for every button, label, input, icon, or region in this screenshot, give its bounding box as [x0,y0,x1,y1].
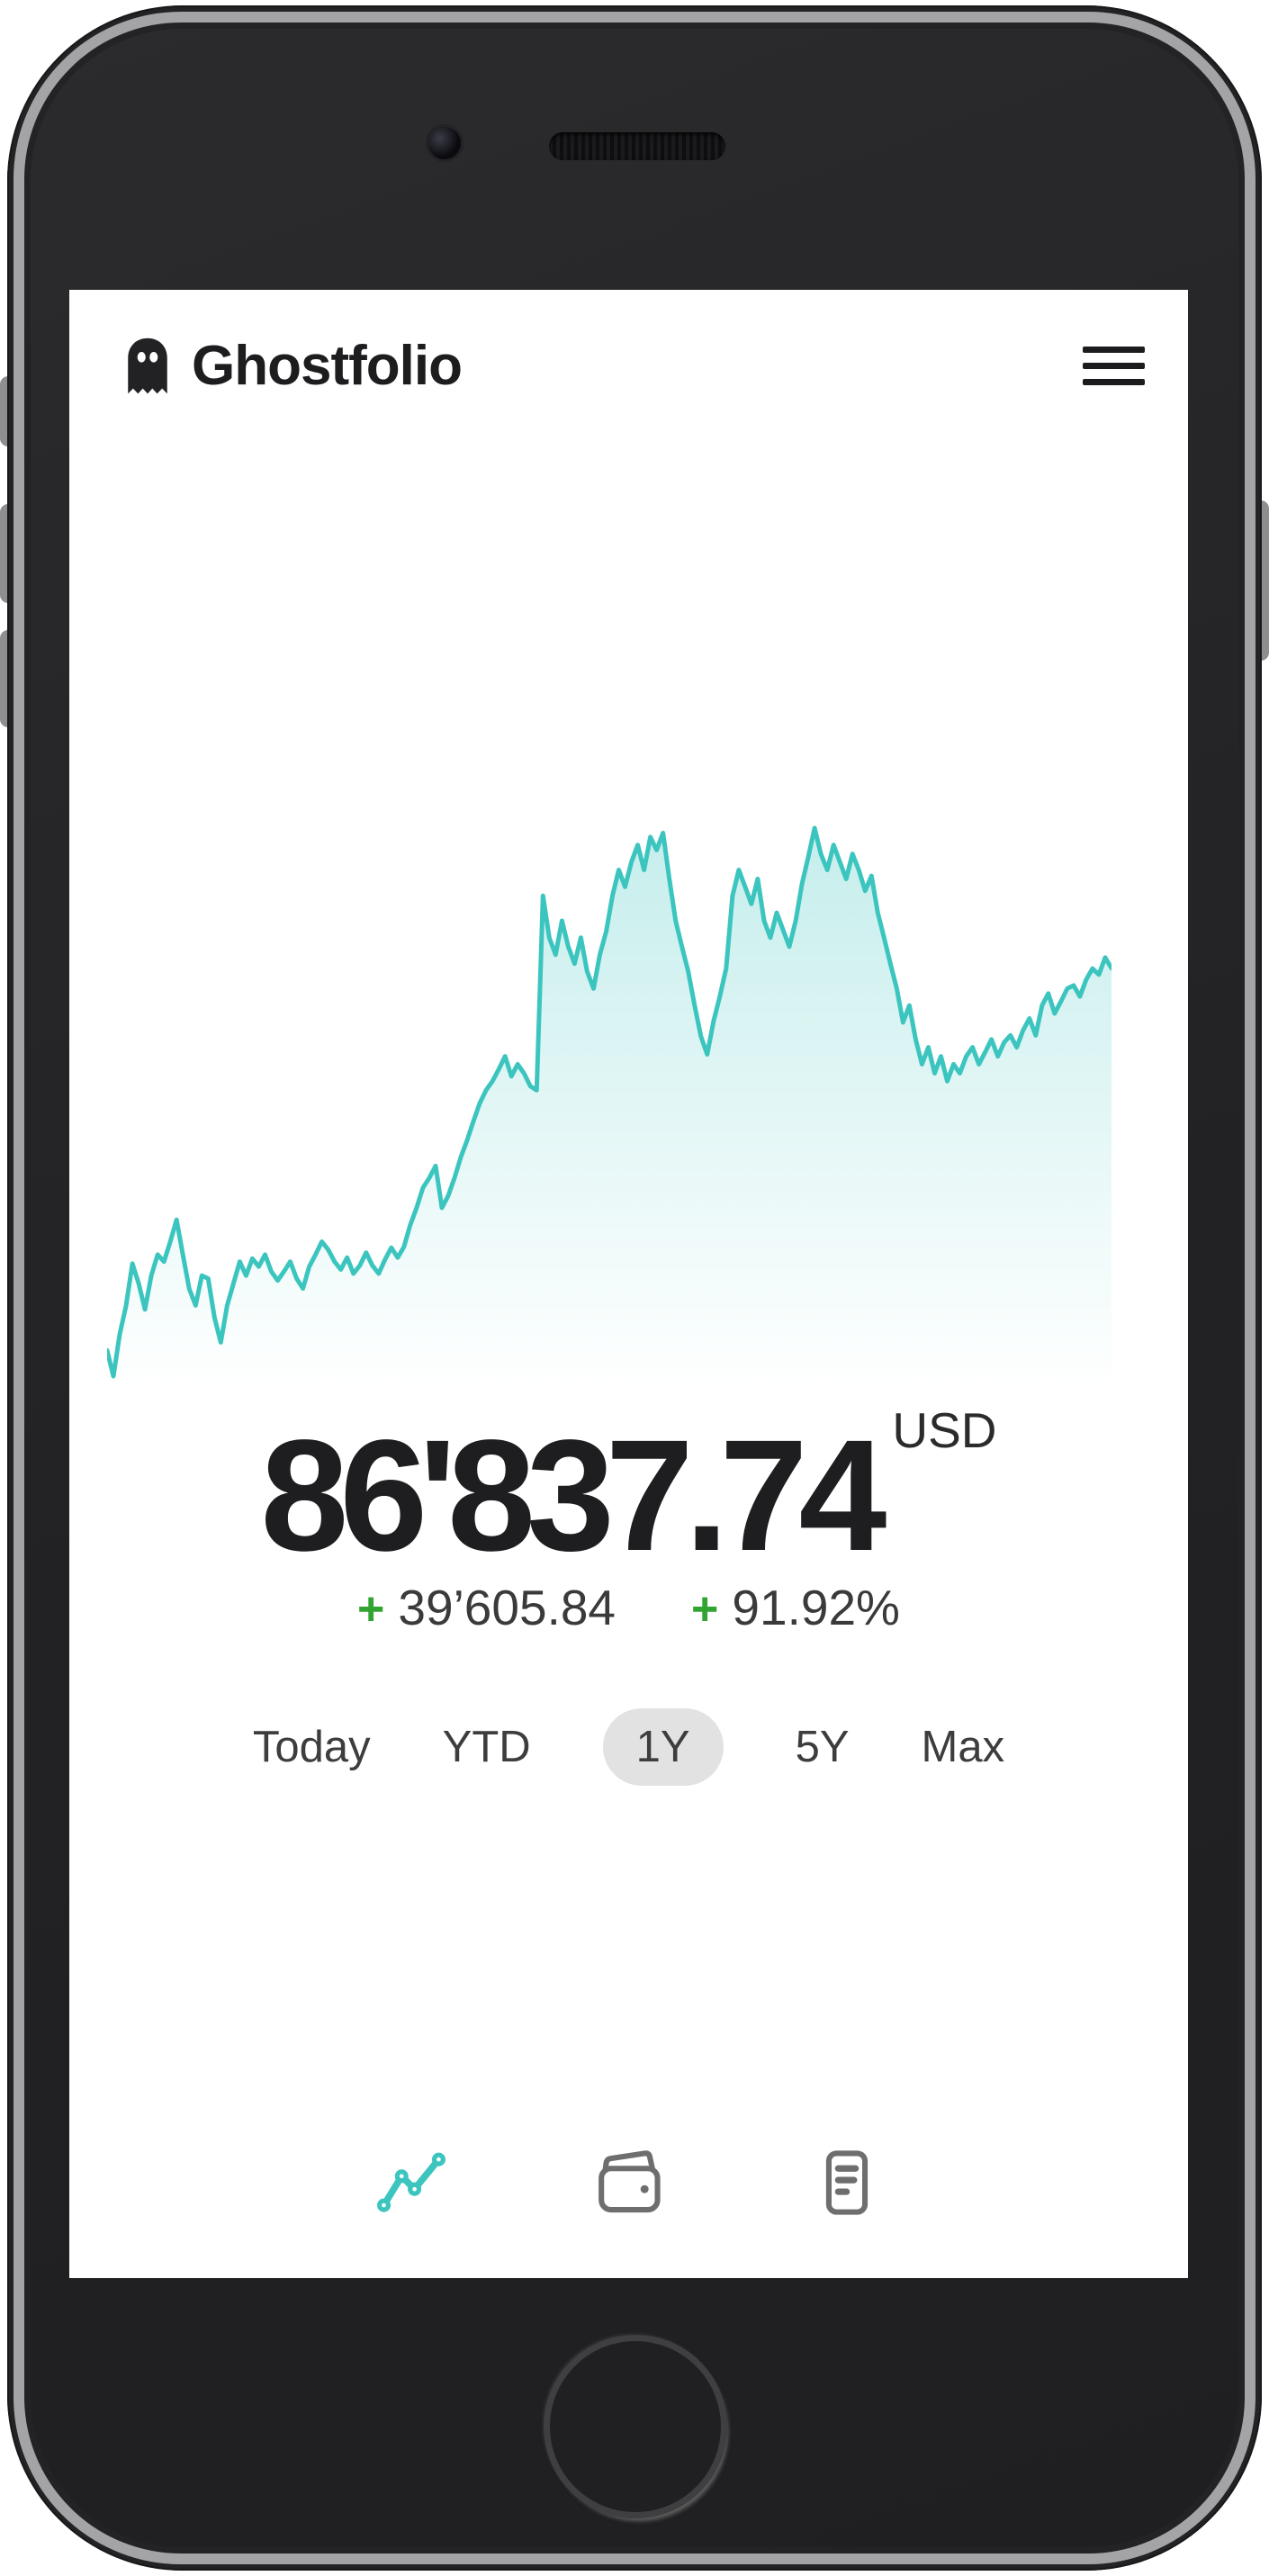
app-title: Ghostfolio [192,334,463,397]
plus-sign: + [357,1583,385,1635]
absolute-change: + 39’605.84 [357,1579,616,1636]
absolute-change-value: 39’605.84 [398,1580,616,1635]
bottom-navigation [69,2144,1188,2221]
earpiece-speaker [549,132,725,160]
nav-performance-analytics-icon[interactable] [373,2144,450,2221]
portfolio-total-value: 86'837.74 [260,1408,886,1584]
ghostfolio-logo-ghost-icon [128,338,167,394]
range-max[interactable]: Max [921,1723,1005,1771]
home-button [544,2335,727,2518]
range-5y[interactable]: 5Y [795,1723,850,1771]
plus-sign: + [691,1583,719,1635]
app-screen: Ghostfolio 86'837.74 USD [69,290,1188,2278]
percent-change-value: 91.92% [732,1580,900,1635]
chart-area-fill [107,828,1112,1391]
chart-line [107,825,1112,1379]
hamburger-menu-icon[interactable] [1083,346,1145,385]
percent-change: + 91.92% [691,1579,900,1636]
front-camera [426,124,464,162]
change-stats-row: + 39’605.84 + 91.92% [69,1579,1188,1636]
nav-wallet-icon[interactable] [590,2144,668,2221]
app-header: Ghostfolio [122,329,1145,401]
range-1y[interactable]: 1Y [602,1708,724,1786]
portfolio-value-row: 86'837.74 USD [69,1402,1188,1584]
date-range-selector: Today YTD 1Y 5Y Max [69,1708,1188,1786]
range-ytd[interactable]: YTD [442,1723,531,1771]
currency-label: USD [892,1402,997,1458]
performance-chart[interactable] [107,814,1112,1391]
performance-chart-svg [107,825,1112,1391]
range-today[interactable]: Today [252,1723,371,1771]
nav-reader-icon[interactable] [808,2144,886,2221]
